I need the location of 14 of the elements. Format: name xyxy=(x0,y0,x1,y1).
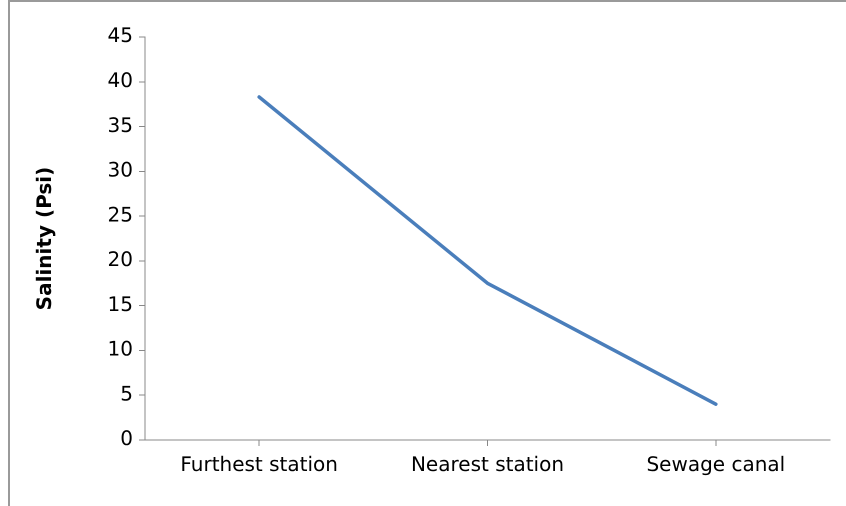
y-axis-title: Salinity (Psi) xyxy=(32,166,56,310)
x-tick-label: Nearest station xyxy=(410,452,564,476)
x-tick-label: Furthest station xyxy=(180,452,338,476)
y-tick-label: 10 xyxy=(108,336,133,361)
y-tick-label: 35 xyxy=(108,112,133,137)
y-tick-label: 20 xyxy=(108,247,133,272)
y-tick-label: 25 xyxy=(108,202,133,226)
y-tick-label: 15 xyxy=(108,292,133,316)
y-tick-label: 0 xyxy=(120,426,133,450)
y-tick-label: 5 xyxy=(120,381,133,406)
y-tick-label: 30 xyxy=(108,158,133,182)
y-tick-label: 45 xyxy=(108,23,133,48)
x-tick-label: Sewage canal xyxy=(646,452,786,476)
y-tick-label: 40 xyxy=(108,68,133,92)
